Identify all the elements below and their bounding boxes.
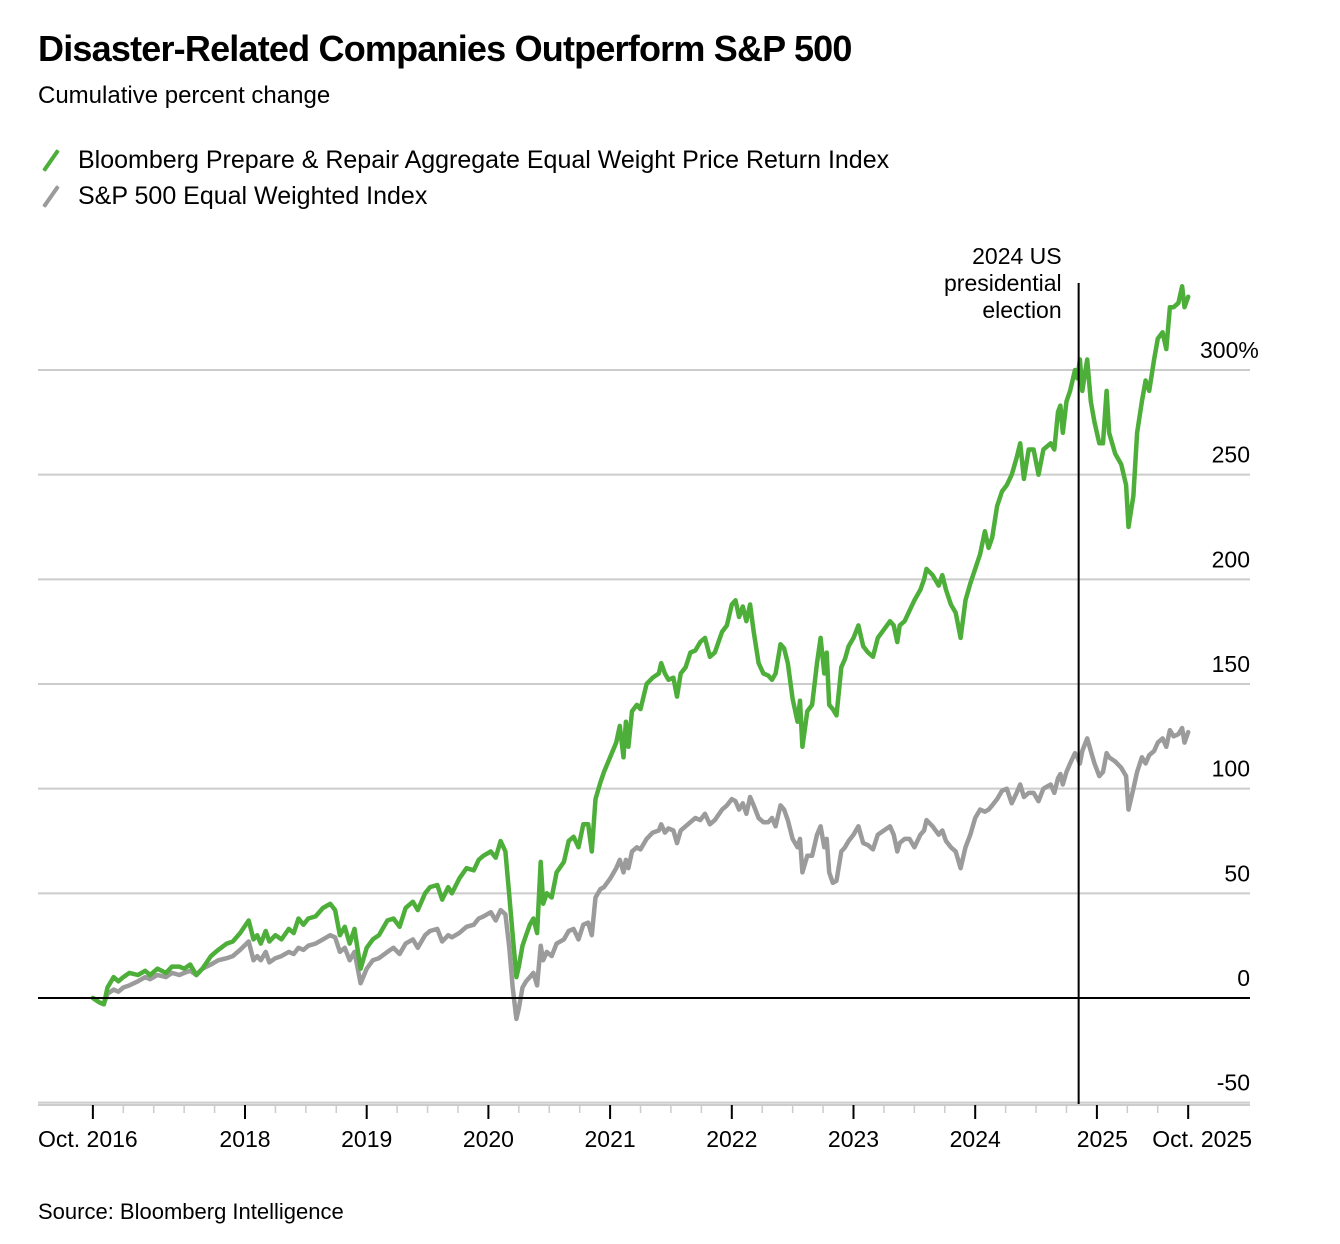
x-tick-label: 2019 <box>341 1126 392 1152</box>
annotation-label: election <box>982 297 1061 323</box>
chart-title: Disaster-Related Companies Outperform S&… <box>38 28 852 69</box>
legend-item-sp500: S&P 500 Equal Weighted Index <box>38 178 889 214</box>
y-tick-label: 200 <box>1212 546 1250 572</box>
y-tick-label: 250 <box>1212 442 1250 468</box>
y-tick-label: 300% <box>1200 337 1259 363</box>
x-tick-label: 2022 <box>706 1126 757 1152</box>
x-tick-label: Oct. 2016 <box>38 1126 138 1152</box>
legend-label: Bloomberg Prepare & Repair Aggregate Equ… <box>78 145 890 174</box>
x-axis: Oct. 2016 2018 2019 2020 2021 2022 2023 2024 202… <box>38 1104 1252 1152</box>
x-tick-label: Oct. 2025 <box>1152 1126 1252 1152</box>
legend-label: S&P 500 Equal Weighted Index <box>78 181 428 210</box>
y-tick-label: 150 <box>1212 651 1250 677</box>
legend: Bloomberg Prepare & Repair Aggregate Equ… <box>38 142 889 214</box>
x-tick-label: 2024 <box>950 1126 1001 1152</box>
annotation-label: 2024 US <box>972 243 1062 269</box>
source-note: Source: Bloomberg Intelligence <box>38 1199 344 1224</box>
x-tick-label: 2020 <box>463 1126 514 1152</box>
chart-subtitle: Cumulative percent change <box>38 82 331 109</box>
gridlines <box>38 369 1250 1104</box>
series-lines <box>38 284 1250 1022</box>
x-tick-label: 2018 <box>219 1126 270 1152</box>
series-line-prepare-repair <box>90 284 1191 1007</box>
y-tick-label: -50 <box>1217 1070 1250 1096</box>
x-tick-label: 2025 <box>1077 1126 1128 1152</box>
series-line-sp500 <box>90 725 1191 1022</box>
y-tick-label: 100 <box>1212 756 1250 782</box>
legend-item-prepare-repair: Bloomberg Prepare & Repair Aggregate Equ… <box>38 142 889 178</box>
y-tick-label: 0 <box>1237 965 1250 991</box>
x-tick-label: 2023 <box>828 1126 879 1152</box>
annotation-label: presidential <box>944 270 1062 296</box>
x-tick-label: 2021 <box>585 1126 636 1152</box>
y-tick-label: 50 <box>1224 860 1250 886</box>
y-axis: -50 0 50 100 150 200 250 300% <box>1200 337 1259 1096</box>
